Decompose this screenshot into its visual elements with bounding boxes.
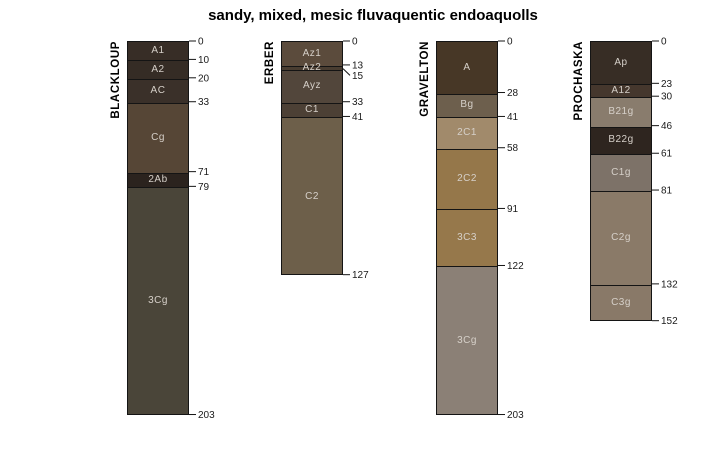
horizon-label: 2C1 — [457, 127, 477, 139]
horizon-block — [128, 78, 188, 103]
depth-tick-label: 33 — [352, 97, 364, 108]
profile-name: PROCHASKA — [573, 41, 585, 121]
depth-tick-label: 0 — [661, 37, 667, 48]
horizon-block — [437, 117, 497, 149]
horizon-block — [437, 93, 497, 118]
depth-tick-label: 122 — [507, 261, 524, 272]
profile-column: A1 A2 AC Cg 2Ab 3Cg — [127, 41, 189, 415]
depth-tick-label: 28 — [507, 88, 519, 99]
depth-tick-label: 10 — [198, 55, 210, 66]
depth-tick-label: 61 — [661, 149, 673, 160]
horizon-block — [128, 60, 188, 79]
horizon-block — [282, 65, 342, 70]
horizon-label: B21g — [608, 105, 634, 117]
horizon-label: C2 — [305, 190, 319, 202]
depth-tick-label: 46 — [661, 121, 673, 132]
depth-tick-label: 71 — [198, 167, 210, 178]
horizon-block — [437, 209, 497, 267]
profile-name: BLACKLOUP — [110, 41, 122, 119]
depth-tick-label: 152 — [661, 316, 678, 327]
horizon-block — [282, 69, 342, 103]
depth-axis: 0 10 20 33 71 79 203 — [189, 37, 215, 421]
depth-tick-label: 41 — [507, 112, 519, 123]
horizon-label: A — [463, 61, 471, 73]
profile-column: Az1 Az2 Ayz C1 C2 — [281, 41, 343, 275]
horizon-label: A2 — [151, 63, 165, 75]
horizon-block — [282, 42, 342, 66]
horizon-block — [591, 84, 651, 98]
horizon-label: 2Ab — [148, 174, 168, 185]
depth-tick-label: 132 — [661, 279, 678, 290]
horizon-label: 3Cg — [148, 295, 168, 307]
depth-tick-label: 81 — [661, 186, 673, 197]
depth-tick-label: 33 — [198, 97, 210, 108]
horizon-label: C3g — [611, 297, 631, 309]
depth-tick-label: 0 — [352, 37, 358, 48]
depth-tick-label: 79 — [198, 182, 210, 193]
horizon-block — [591, 284, 651, 320]
horizon-label: Bg — [460, 99, 474, 111]
depth-tick-line — [342, 68, 351, 76]
depth-tick-label: 91 — [507, 204, 519, 215]
horizon-block — [591, 191, 651, 285]
horizon-label: Az2 — [302, 61, 322, 73]
depth-tick-label: 58 — [507, 143, 519, 154]
depth-tick-label: 0 — [198, 37, 204, 48]
depth-tick-label: 20 — [198, 73, 210, 84]
horizon-label: 2C2 — [457, 173, 477, 185]
horizon-label: A12 — [611, 84, 631, 96]
profile-column: Ap A12 B21g B22g C1g C2g C3g — [590, 41, 652, 321]
horizon-block — [591, 126, 651, 155]
horizon-label: Ap — [614, 57, 628, 69]
horizon-label: Ayz — [303, 80, 321, 92]
profile-name: ERBER — [264, 41, 276, 85]
profile-name: GRAVELTON — [419, 41, 431, 117]
horizon-block — [128, 187, 188, 414]
horizon-block — [282, 117, 342, 274]
depth-tick-label: 203 — [507, 410, 524, 421]
horizon-block — [128, 42, 188, 61]
horizon-block — [591, 154, 651, 192]
horizon-label: Az1 — [302, 47, 322, 59]
horizon-label: C2g — [611, 231, 631, 243]
horizon-label: 3Cg — [457, 335, 477, 346]
horizon-block — [437, 42, 497, 94]
depth-axis: 0 28 41 58 91 122 203 — [498, 37, 524, 421]
depth-tick-label: 23 — [661, 79, 673, 90]
horizon-label: Cg — [151, 131, 165, 143]
depth-tick-label: 30 — [661, 92, 673, 103]
depth-tick-label: 203 — [198, 410, 215, 421]
depth-tick-label: 15 — [352, 71, 364, 82]
depth-tick-label: 13 — [352, 60, 364, 71]
horizon-block — [282, 102, 342, 118]
horizon-label: 3C3 — [457, 231, 477, 243]
horizon-block — [437, 148, 497, 210]
horizon-label: AC — [150, 84, 166, 96]
horizon-label: C1g — [611, 166, 631, 178]
horizon-block — [128, 102, 188, 173]
figure-title: sandy, mixed, mesic fluvaquentic endoaqu… — [208, 7, 538, 24]
depth-tick-label: 41 — [352, 112, 364, 123]
depth-tick-label: 0 — [507, 37, 513, 48]
horizon-label: B22g — [608, 134, 634, 146]
horizon-block — [437, 266, 497, 414]
depth-tick-label: 127 — [352, 270, 369, 281]
horizon-block — [591, 97, 651, 127]
depth-axis: 0 23 30 46 61 81 132 152 — [652, 37, 678, 327]
horizon-label: C1 — [305, 104, 319, 116]
horizon-block — [591, 42, 651, 85]
profile-column: A Bg 2C1 2C2 3C3 3Cg — [436, 41, 498, 415]
horizon-block — [128, 172, 188, 188]
horizon-label: A1 — [151, 45, 165, 57]
